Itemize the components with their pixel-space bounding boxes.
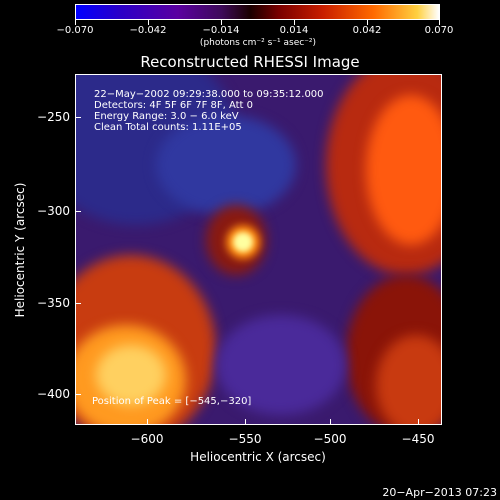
info-time-range: 22−May−2002 09:29:38.000 to 09:35:12.000 xyxy=(94,89,324,100)
x-tick-label: −500 xyxy=(313,432,347,446)
colorbar-tick-label: 0.042 xyxy=(352,25,382,36)
colorbar-tick xyxy=(148,20,149,25)
colorbar-tick xyxy=(294,20,295,25)
heatmap-region xyxy=(156,115,296,215)
heatmap-region xyxy=(376,335,441,424)
x-tick-mark xyxy=(330,419,331,425)
y-tick-mark xyxy=(75,394,81,395)
flare-peak xyxy=(233,232,253,252)
x-axis-label: Heliocentric X (arcsec) xyxy=(190,450,326,464)
heatmap-region xyxy=(216,315,346,415)
x-tick-label: −600 xyxy=(130,432,164,446)
colorbar-tick-label: 0.070 xyxy=(424,25,454,36)
image-plot: 22−May−2002 09:29:38.000 to 09:35:12.000… xyxy=(75,74,442,425)
colorbar-tick xyxy=(439,20,440,25)
y-axis-label: Heliocentric Y (arcsec) xyxy=(13,182,27,318)
heatmap-region xyxy=(96,345,166,405)
y-tick-label: −300 xyxy=(37,204,70,218)
y-tick-label: −350 xyxy=(37,296,70,310)
info-energy-range: Energy Range: 3.0 − 6.0 keV xyxy=(94,111,239,122)
colorbar-tick-label: −0.042 xyxy=(129,25,167,36)
y-tick-label: −400 xyxy=(37,387,70,401)
timestamp: 20−Apr−2013 07:23 xyxy=(382,486,497,499)
colorbar-tick xyxy=(367,20,368,25)
heatmap-region xyxy=(366,95,441,245)
info-total-counts: Clean Total counts: 1.11E+05 xyxy=(94,122,242,133)
x-tick-mark xyxy=(147,419,148,425)
y-tick-mark xyxy=(75,303,81,304)
colorbar-tick xyxy=(221,20,222,25)
plot-title: Reconstructed RHESSI Image xyxy=(140,53,360,71)
peak-position-label: Position of Peak = [−545,−320] xyxy=(92,396,252,407)
x-tick-label: −450 xyxy=(401,432,435,446)
colorbar-tick-label: −0.070 xyxy=(56,25,94,36)
x-tick-mark xyxy=(418,419,419,425)
y-tick-label: −250 xyxy=(37,110,70,124)
colorbar-tick xyxy=(75,20,76,25)
y-tick-mark xyxy=(75,211,81,212)
colorbar-tick-label: −0.014 xyxy=(202,25,240,36)
colorbar xyxy=(75,4,440,20)
y-tick-mark xyxy=(75,117,81,118)
x-tick-mark xyxy=(245,419,246,425)
colorbar-tick-label: 0.014 xyxy=(279,25,309,36)
colorbar-units: (photons cm⁻² s⁻¹ asec⁻²) xyxy=(199,38,317,48)
info-detectors: Detectors: 4F 5F 6F 7F 8F, Att 0 xyxy=(94,100,254,111)
x-tick-label: −550 xyxy=(228,432,262,446)
